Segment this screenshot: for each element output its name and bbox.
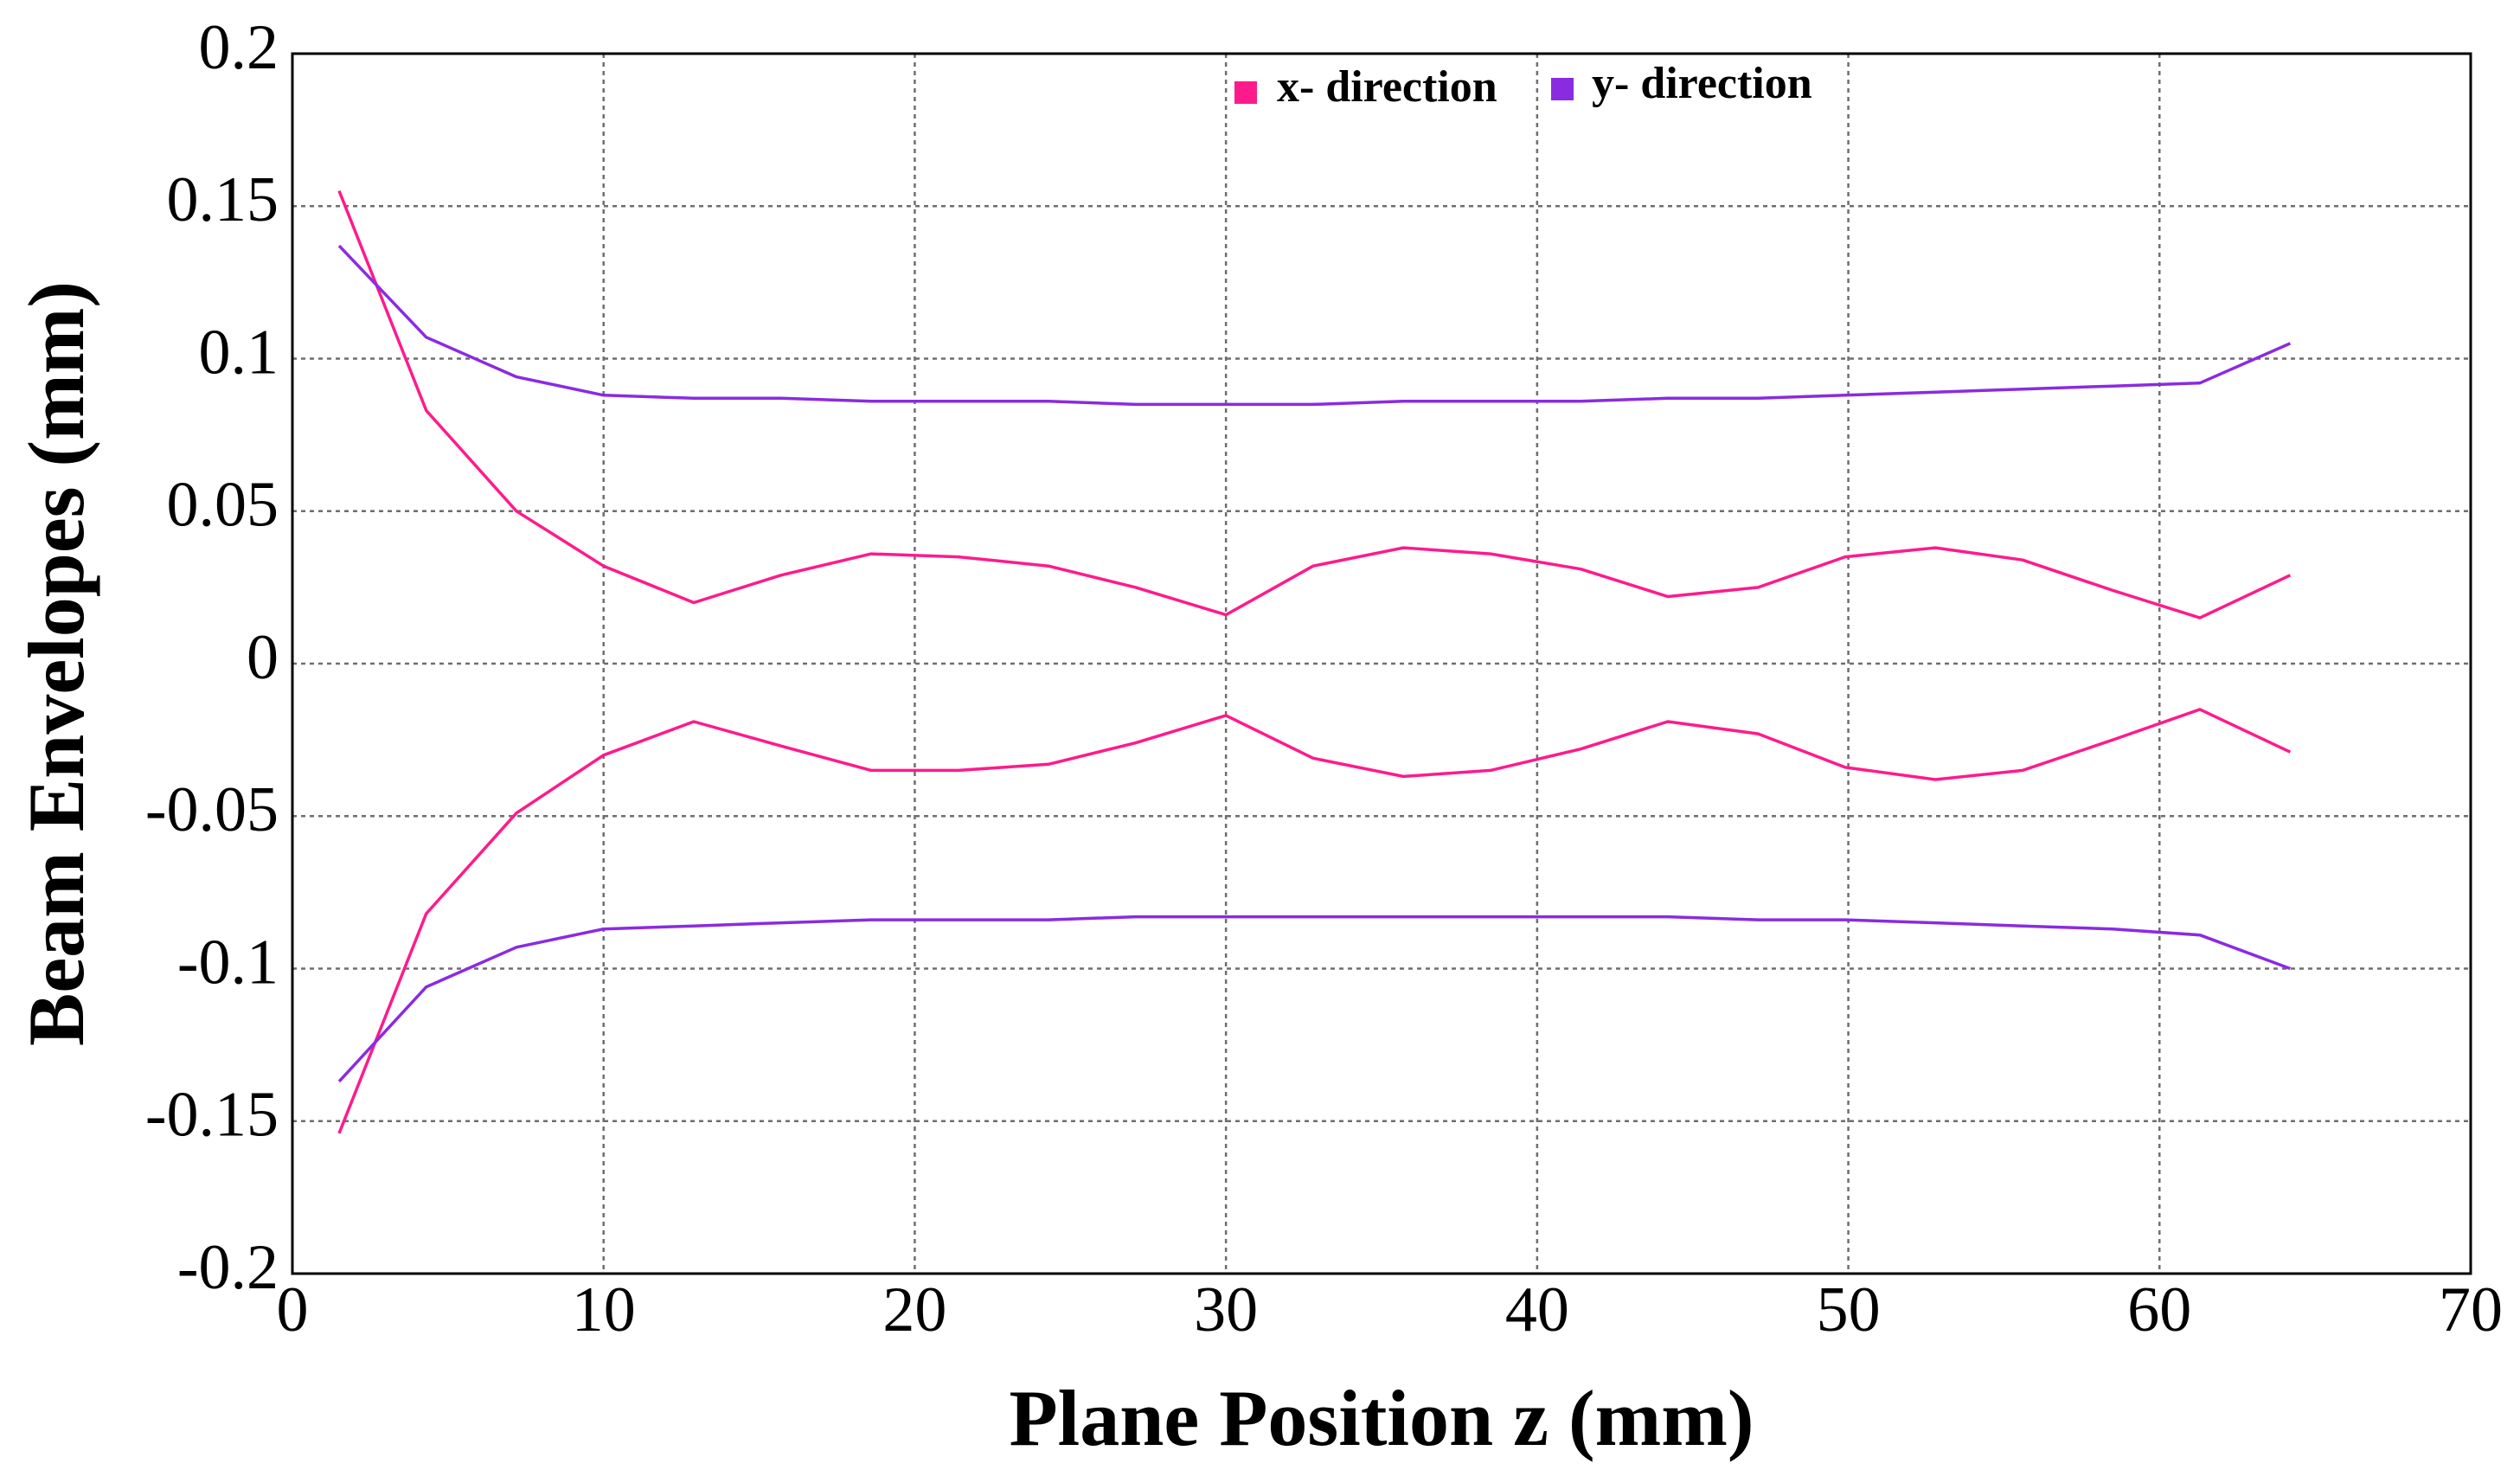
x-tick-label: 20 — [882, 1274, 946, 1345]
x-axis-title: Plane Position z (mm) — [1009, 1374, 1754, 1462]
y-axis-title: Beam Envelopes (mm) — [12, 281, 100, 1046]
series-lines — [337, 189, 2292, 1134]
grid-lines — [292, 54, 2471, 1274]
y-tick-label: -0.05 — [145, 774, 279, 845]
x-tick-label: 0 — [277, 1274, 309, 1345]
series-line-y-direction-upper — [337, 244, 2292, 407]
x-tick-label: 40 — [1505, 1274, 1569, 1345]
y-tick-label: 0.2 — [199, 12, 279, 83]
legend-swatch-x-direction — [1234, 81, 1257, 104]
series-line-x-direction-lower — [337, 708, 2292, 1134]
y-tick-label: -0.15 — [145, 1080, 279, 1151]
x-tick-label: 50 — [1817, 1274, 1881, 1345]
y-axis-ticks: 0.2 0.15 0.1 0.05 0 -0.05 -0.1 -0.15 -0.2 — [145, 12, 279, 1303]
legend-label-y-direction: y- direction — [1592, 59, 1812, 108]
x-tick-label: 10 — [572, 1274, 636, 1345]
legend-swatch-y-direction — [1551, 78, 1574, 100]
series-line-y-direction-lower — [337, 915, 2292, 1083]
y-tick-label: 0 — [247, 622, 279, 693]
x-tick-label: 70 — [2439, 1274, 2503, 1345]
y-tick-label: -0.1 — [177, 927, 279, 998]
legend-label-x-direction: x- direction — [1277, 62, 1497, 112]
y-tick-label: 0.1 — [199, 317, 279, 388]
legend: x- direction y- direction — [1234, 59, 1812, 112]
y-tick-label: 0.15 — [167, 164, 279, 235]
x-tick-label: 60 — [2127, 1274, 2191, 1345]
plot-frame — [291, 52, 2472, 1275]
y-tick-label: 0.05 — [167, 470, 279, 541]
x-axis-ticks: 0 10 20 30 40 50 60 70 — [277, 1274, 2504, 1345]
series-line-x-direction-upper — [337, 189, 2292, 619]
x-tick-label: 30 — [1194, 1274, 1258, 1345]
y-tick-label: -0.2 — [177, 1232, 279, 1303]
